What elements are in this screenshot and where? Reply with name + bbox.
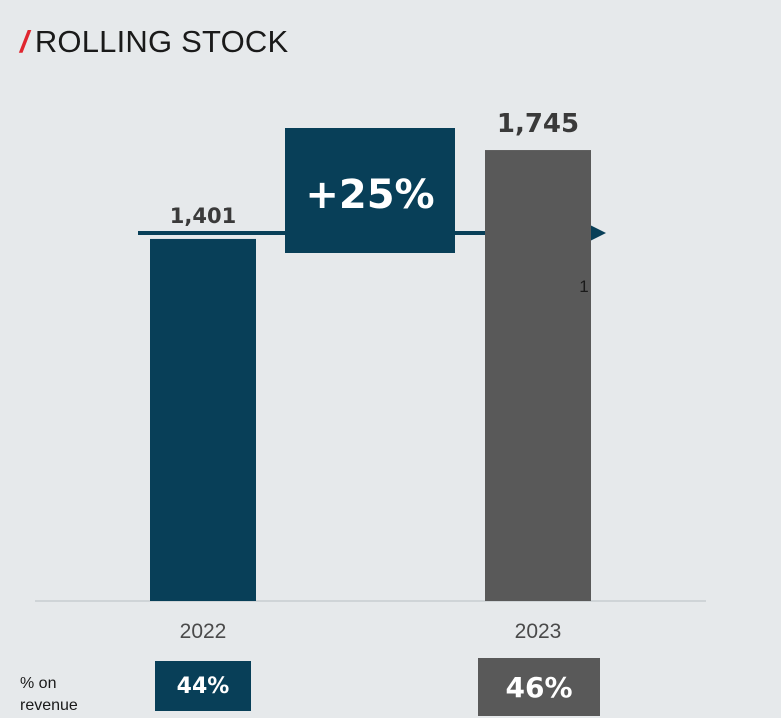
x-tick-labels-group: 2022 2023: [180, 620, 562, 643]
title-text: ROLLING STOCK: [34, 24, 289, 59]
bar-2023: [485, 150, 591, 601]
pct-badge-2022: 44%: [155, 661, 251, 711]
pct-on-revenue-label: % on revenue: [20, 675, 78, 714]
growth-label: +25%: [305, 172, 434, 218]
value-label-2023: 1,745: [497, 109, 579, 139]
arrowhead-icon: [588, 224, 606, 242]
bar-2022: [150, 238, 256, 602]
growth-badge: [285, 128, 455, 253]
value-labels-group: 1,401 1,745: [170, 109, 579, 228]
footnote-marker: 1: [579, 277, 588, 296]
pct-badge-2023: 46%: [478, 658, 600, 716]
x-tick-label-2023: 2023: [515, 620, 562, 643]
chart-title: / ROLLING STOCK: [20, 24, 288, 60]
value-label-2022: 1,401: [170, 204, 236, 228]
x-tick-label-2022: 2022: [180, 620, 227, 643]
red-slash-icon: /: [20, 24, 29, 59]
bars-group: [150, 150, 591, 602]
